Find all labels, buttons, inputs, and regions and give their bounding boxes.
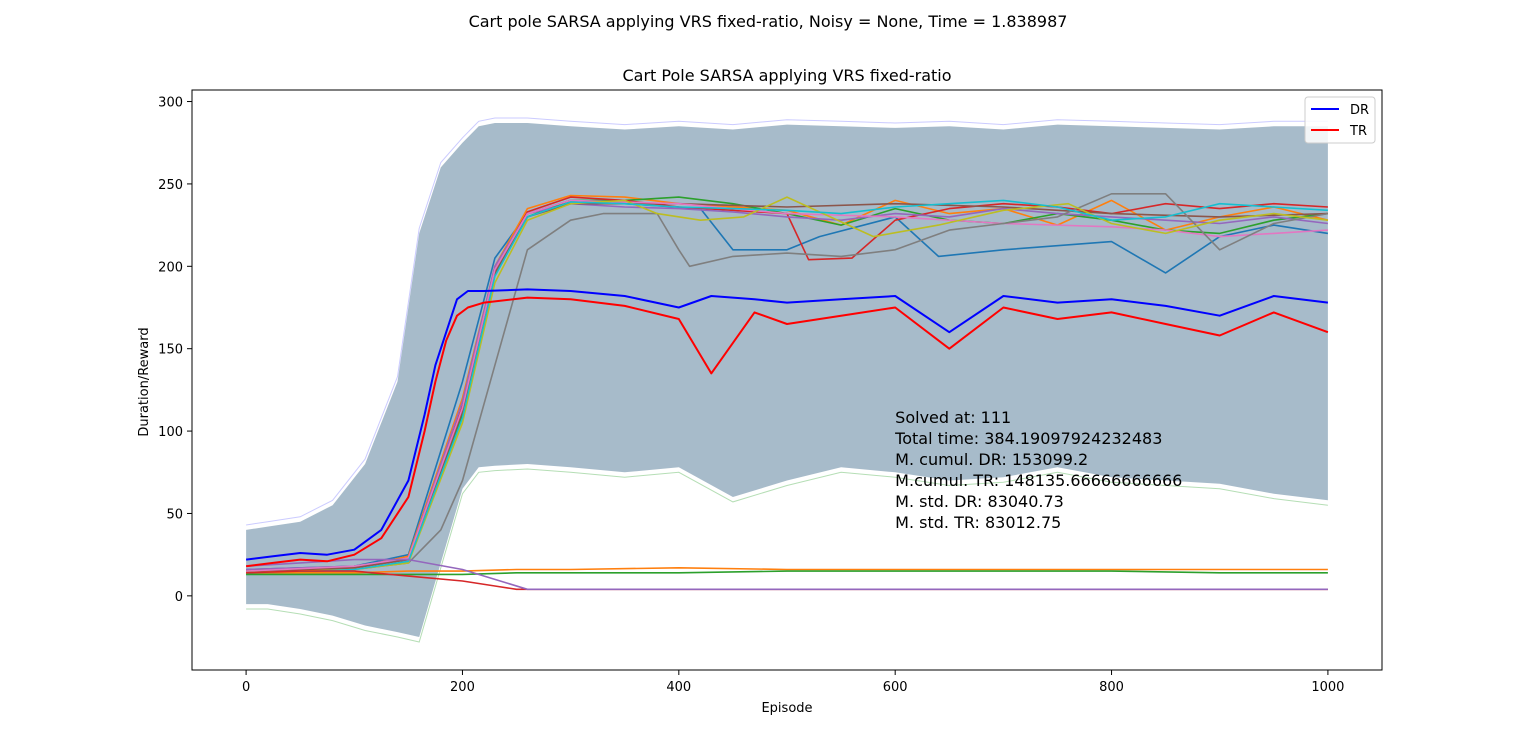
x-tick-label: 800 <box>1099 680 1124 695</box>
plot-area-frame <box>191 89 1383 671</box>
y-tick-label: 150 <box>158 343 183 358</box>
std-band-layer <box>246 117 1328 643</box>
y-tick-label: 200 <box>158 260 183 275</box>
annotation-line: Solved at: 111 <box>895 408 1011 427</box>
x-tick-label: 600 <box>883 680 908 695</box>
y-tick-label: 250 <box>158 178 183 193</box>
y-axis-label: Duration/Reward <box>137 327 152 436</box>
std-band-upper-edge <box>246 117 1328 526</box>
series-line-dr <box>245 288 1329 561</box>
y-tick-label: 0 <box>175 590 183 605</box>
std-band-lower-edge <box>246 468 1328 643</box>
y-tick-label: 300 <box>158 96 183 111</box>
annotation-line: Total time: 384.19097924232483 <box>894 429 1162 448</box>
axes-layer: 0 200 400 600 800 1000 0 50 100 150 200 250 300 <box>158 96 1344 695</box>
x-axis-label: Episode <box>761 701 812 716</box>
x-tick-label: 0 <box>242 680 250 695</box>
series-line-tr <box>245 296 1329 568</box>
series-line-9 <box>246 193 1329 574</box>
legend: DR TR <box>1304 96 1376 144</box>
legend-label-dr: DR <box>1350 103 1369 118</box>
std-band <box>246 123 1328 637</box>
series-line-10 <box>246 196 1328 574</box>
x-tick-label: 400 <box>666 680 691 695</box>
series-line-11 <box>246 199 1328 576</box>
annotation-line: M. std. TR: 83012.75 <box>895 513 1061 532</box>
annotation-line: M. cumul. DR: 153099.2 <box>895 450 1088 469</box>
annotation-line: M.cumul. TR: 148135.66666666666 <box>895 471 1182 490</box>
figure-suptitle: Cart pole SARSA applying VRS fixed-ratio… <box>468 12 1068 31</box>
y-tick-label: 100 <box>158 425 183 440</box>
series-line-15 <box>246 558 1328 591</box>
y-tick-label: 50 <box>166 507 183 522</box>
series-line-12 <box>246 567 1328 574</box>
x-tick-label: 1000 <box>1311 680 1344 695</box>
annotation-line: M. std. DR: 83040.73 <box>895 492 1064 511</box>
legend-label-tr: TR <box>1349 124 1367 139</box>
annotation-box: Solved at: 111 Total time: 384.1909792423… <box>894 408 1182 532</box>
series-line-2 <box>246 199 1329 571</box>
series-line-6 <box>246 202 1328 571</box>
series-line-13 <box>246 570 1328 576</box>
x-tick-label: 200 <box>450 680 475 695</box>
series-layer <box>245 193 1329 591</box>
plot-title: Cart Pole SARSA applying VRS fixed-ratio <box>622 66 951 85</box>
